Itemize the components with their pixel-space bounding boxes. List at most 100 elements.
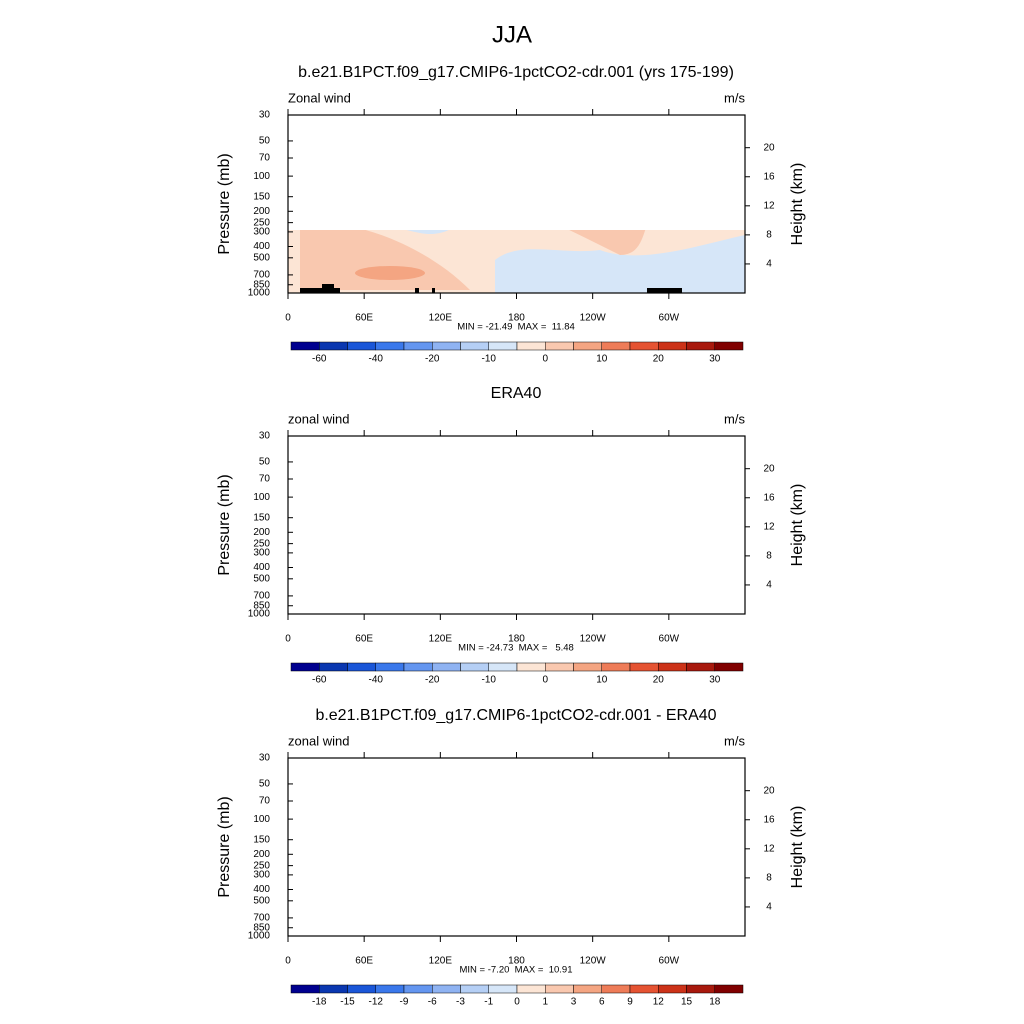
x-tick-label: 0 <box>285 313 291 324</box>
x-tick-label: 60W <box>659 313 680 324</box>
x-tick-label: 60W <box>659 956 680 967</box>
y-tick-label: 50 <box>259 779 271 790</box>
colorbar-box <box>375 662 405 672</box>
colorbar-box <box>573 984 602 994</box>
colorbar-label: -9 <box>400 997 409 1008</box>
colorbar-label: -20 <box>425 354 440 365</box>
units-label: m/s <box>724 411 745 426</box>
colorbar-label: 12 <box>653 997 665 1008</box>
x-tick-label: 120W <box>580 634 607 645</box>
y2-tick-label: 4 <box>766 902 772 913</box>
y-tick-label: 250 <box>253 538 270 549</box>
y-tick-label: 250 <box>253 860 270 871</box>
y-tick-label: 100 <box>253 171 270 182</box>
y-tick-label: 400 <box>253 884 270 895</box>
y2-axis-label: Height (km) <box>789 163 806 246</box>
colorbar-box <box>488 341 518 351</box>
colorbar-box <box>573 662 602 672</box>
colorbar-label: -10 <box>482 675 497 686</box>
y-tick-label: 1000 <box>248 609 271 620</box>
colorbar-box <box>347 662 376 672</box>
colorbar-label: 15 <box>681 997 693 1008</box>
colorbar-box <box>545 662 574 672</box>
colorbar-box <box>403 984 433 994</box>
colorbar-box <box>488 984 518 994</box>
y2-tick-label: 12 <box>763 843 775 854</box>
variable-label: zonal wind <box>288 733 349 748</box>
colorbar-label: -6 <box>428 997 437 1008</box>
colorbar-label: 30 <box>709 675 721 686</box>
y2-tick-label: 16 <box>763 171 775 182</box>
y-tick-label: 1000 <box>248 931 271 942</box>
y-tick-label: 100 <box>253 492 270 503</box>
colorbar-box <box>658 984 687 994</box>
y-tick-label: 30 <box>259 110 271 121</box>
colorbar-box <box>714 662 744 672</box>
y2-tick-label: 12 <box>763 200 775 211</box>
colorbar-label: 18 <box>709 997 721 1008</box>
contour-field <box>288 230 745 293</box>
y2-axis-label: Height (km) <box>789 484 806 567</box>
colorbar-label: -3 <box>456 997 465 1008</box>
x-tick-label: 60W <box>659 634 680 645</box>
y2-axis-label: Height (km) <box>789 806 806 889</box>
colorbar-label: 10 <box>596 354 608 365</box>
colorbar-label: -18 <box>312 997 327 1008</box>
colorbar-box <box>686 662 715 672</box>
colorbar-box <box>545 341 574 351</box>
contour-fill <box>406 230 449 235</box>
colorbar-box <box>319 984 348 994</box>
colorbar-label: 0 <box>514 997 520 1008</box>
x-tick-label: 120E <box>429 634 453 645</box>
x-tick-label: 0 <box>285 634 291 645</box>
y-tick-label: 300 <box>253 548 270 559</box>
y-axis-label: Pressure (mb) <box>216 796 233 897</box>
colorbar-label: 3 <box>571 997 577 1008</box>
x-tick-label: 120W <box>580 956 607 967</box>
colorbar-box <box>347 984 376 994</box>
y-tick-label: 250 <box>253 217 270 228</box>
x-tick-label: 120E <box>429 956 453 967</box>
x-tick-label: 180 <box>508 313 525 324</box>
y2-tick-label: 20 <box>763 785 775 796</box>
colorbar-box <box>432 341 461 351</box>
colorbar-box <box>629 984 659 994</box>
contour-fill <box>322 284 334 293</box>
colorbar-label: 0 <box>542 675 548 686</box>
colorbar-box <box>319 341 348 351</box>
contour-fill <box>495 235 745 293</box>
y2-tick-label: 20 <box>763 463 775 474</box>
contour-fill <box>300 230 470 290</box>
colorbar-label: -15 <box>340 997 355 1008</box>
colorbar-label: 0 <box>542 354 548 365</box>
variable-label: zonal wind <box>288 411 349 426</box>
y-tick-label: 200 <box>253 849 270 860</box>
y-axis-label: Pressure (mb) <box>216 474 233 575</box>
colorbar-box <box>714 984 744 994</box>
colorbar-box <box>601 984 631 994</box>
y-tick-label: 1000 <box>248 288 271 299</box>
y-tick-label: 30 <box>259 753 271 764</box>
colorbar-box <box>714 341 744 351</box>
colorbar-box <box>290 662 320 672</box>
y2-tick-label: 12 <box>763 521 775 532</box>
y-tick-label: 150 <box>253 191 270 202</box>
contour-fill <box>415 288 419 293</box>
colorbar-label: -1 <box>484 997 493 1008</box>
units-label: m/s <box>724 90 745 105</box>
y-tick-label: 400 <box>253 241 270 252</box>
colorbar-label: -12 <box>369 997 384 1008</box>
colorbar-box <box>460 341 489 351</box>
x-tick-label: 0 <box>285 956 291 967</box>
min-max: MIN = -7.20 MAX = 10.91 <box>460 965 573 976</box>
colorbar-label: 1 <box>542 997 548 1008</box>
y2-tick-label: 8 <box>766 873 772 884</box>
y2-tick-label: 8 <box>766 230 772 241</box>
colorbar-box <box>629 662 659 672</box>
x-tick-label: 120W <box>580 313 607 324</box>
y2-tick-label: 4 <box>766 259 772 270</box>
colorbar-box <box>686 984 715 994</box>
y-tick-label: 700 <box>253 591 270 602</box>
y-tick-label: 50 <box>259 457 271 468</box>
colorbar-label: -40 <box>369 675 384 686</box>
